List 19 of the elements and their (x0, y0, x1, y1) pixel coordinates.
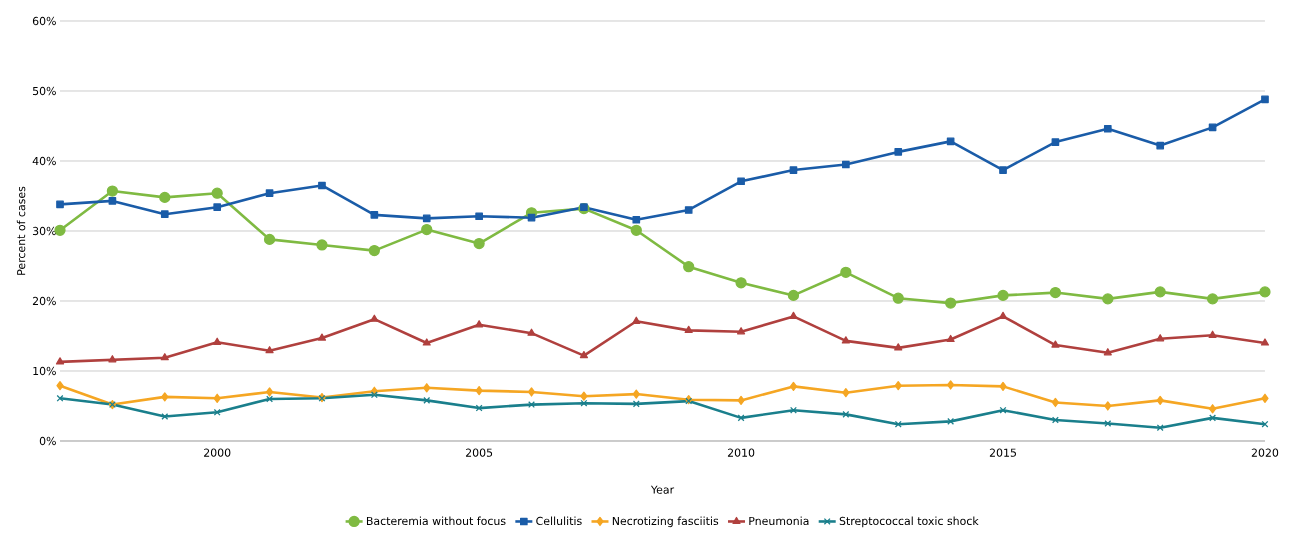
x-axis-title: Year (650, 485, 675, 494)
y-tick-label: 40% (32, 156, 56, 166)
legend-label: Pneumonia (749, 516, 809, 526)
legend-label: Streptococcal toxic shock (839, 516, 979, 528)
x-tick-label: 2010 (727, 448, 755, 457)
y-tick-label: 50% (32, 86, 56, 96)
x-tick-label: 2020 (1251, 448, 1279, 457)
legend-label: Bacteremia without focus (366, 516, 506, 526)
legend-label: Cellulitis (536, 516, 582, 526)
legend-label: Necrotizing fasciitis (612, 516, 719, 528)
x-tick-label: 2015 (989, 448, 1017, 457)
y-tick-label: 20% (32, 296, 56, 306)
y-axis-title: Percent of cases (16, 186, 26, 275)
y-tick-label: 60% (32, 16, 56, 26)
y-tick-label: 30% (32, 226, 56, 236)
x-tick-label: 2000 (204, 448, 231, 457)
y-tick-label: 0% (39, 436, 56, 446)
x-tick-label: 2005 (465, 448, 493, 457)
y-tick-label: 10% (33, 366, 56, 376)
